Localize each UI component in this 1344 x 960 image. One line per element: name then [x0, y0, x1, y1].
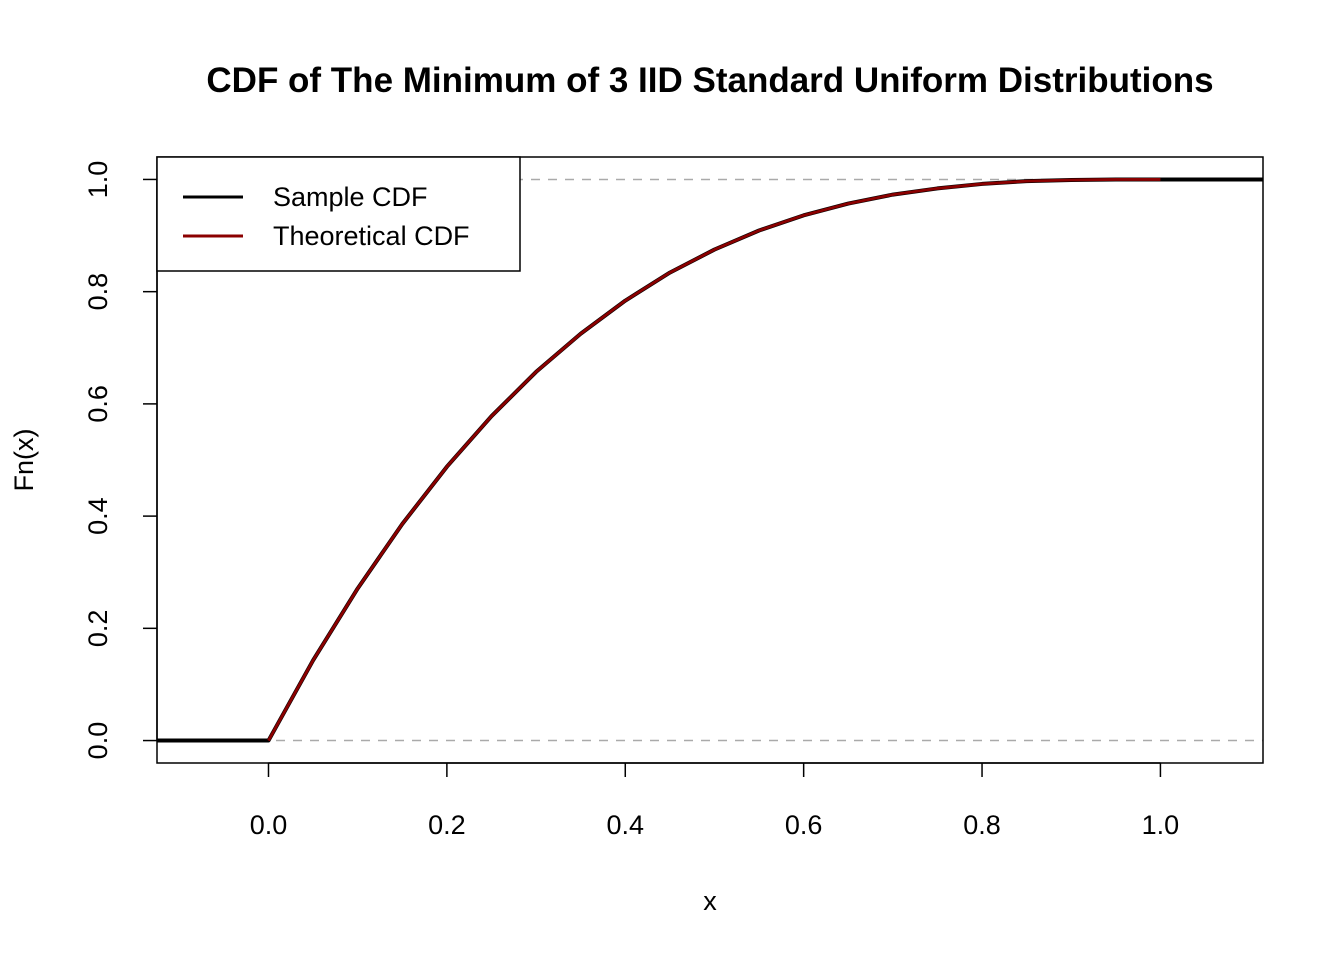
legend-box: [156, 156, 521, 272]
legend: Sample CDF Theoretical CDF: [156, 156, 521, 272]
series-line-theoretical-cdf: [267, 178, 1161, 742]
y-tick-label: 1.0: [83, 161, 113, 199]
series-layer: [157, 177, 1263, 743]
y-tick-label: 0.2: [83, 610, 113, 648]
chart-title: CDF of The Minimum of 3 IID Standard Uni…: [206, 61, 1213, 100]
y-axis-label: Fn(x): [9, 429, 39, 492]
x-tick-label: 1.0: [1142, 810, 1180, 840]
x-tick-label: 0.2: [428, 810, 466, 840]
y-axis: 0.0 0.2 0.4 0.6 0.8 1.0: [83, 161, 158, 760]
legend-label-sample-cdf: Sample CDF: [273, 182, 428, 212]
y-tick-label: 0.0: [83, 722, 113, 760]
x-axis: 0.0 0.2 0.4 0.6 0.8 1.0: [250, 762, 1180, 840]
y-tick-label: 0.4: [83, 497, 113, 535]
legend-label-theoretical-cdf: Theoretical CDF: [273, 221, 470, 251]
x-tick-label: 0.4: [606, 810, 644, 840]
x-tick-label: 0.8: [963, 810, 1001, 840]
x-axis-label: x: [703, 886, 717, 916]
y-tick-label: 0.6: [83, 385, 113, 423]
y-tick-label: 0.8: [83, 273, 113, 311]
x-tick-label: 0.0: [250, 810, 288, 840]
x-tick-label: 0.6: [785, 810, 823, 840]
